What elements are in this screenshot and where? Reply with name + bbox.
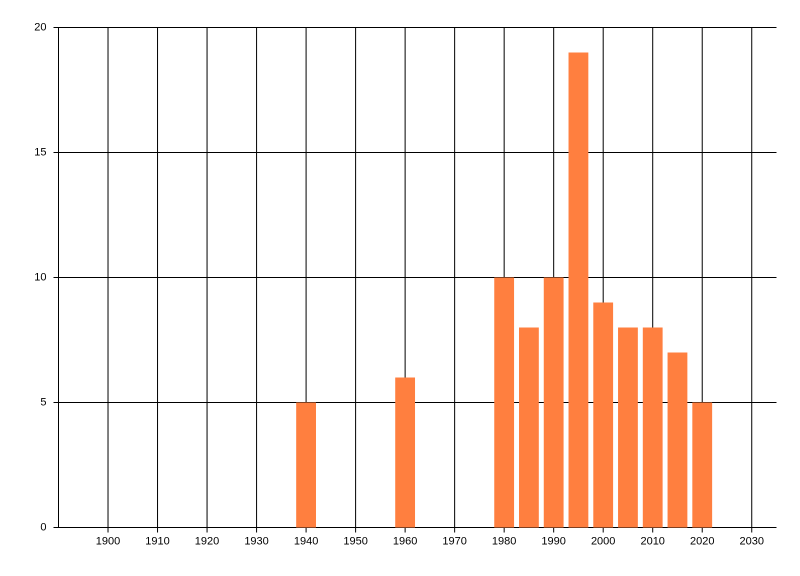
bar bbox=[692, 402, 713, 528]
bar bbox=[593, 302, 614, 528]
x-tick-label: 1980 bbox=[492, 535, 516, 547]
y-tick-label: 20 bbox=[34, 21, 46, 33]
bar bbox=[618, 327, 638, 528]
bar bbox=[543, 277, 564, 528]
bar bbox=[395, 377, 416, 528]
bar bbox=[494, 277, 515, 528]
x-tick-label: 1970 bbox=[442, 535, 466, 547]
bar bbox=[667, 352, 688, 528]
y-tick-label: 0 bbox=[40, 521, 46, 533]
x-tick-label: 2030 bbox=[739, 535, 763, 547]
x-tick-label: 1900 bbox=[96, 535, 120, 547]
x-tick-label: 2020 bbox=[690, 535, 714, 547]
y-tick-label: 5 bbox=[40, 396, 46, 408]
x-tick-label: 1910 bbox=[145, 535, 169, 547]
x-tick-label: 1920 bbox=[195, 535, 219, 547]
x-tick-label: 2010 bbox=[640, 535, 664, 547]
bar bbox=[568, 52, 589, 528]
x-tick-label: 1940 bbox=[294, 535, 318, 547]
y-tick-label: 10 bbox=[34, 271, 46, 283]
y-tick-label: 15 bbox=[34, 146, 46, 158]
x-tick-label: 1950 bbox=[343, 535, 367, 547]
x-tick-label: 1960 bbox=[393, 535, 417, 547]
x-tick-label: 2000 bbox=[591, 535, 615, 547]
bar bbox=[296, 402, 316, 528]
bar bbox=[519, 327, 539, 528]
x-tick-label: 1930 bbox=[244, 535, 268, 547]
x-tick-label: 1990 bbox=[541, 535, 565, 547]
bar bbox=[642, 327, 663, 528]
